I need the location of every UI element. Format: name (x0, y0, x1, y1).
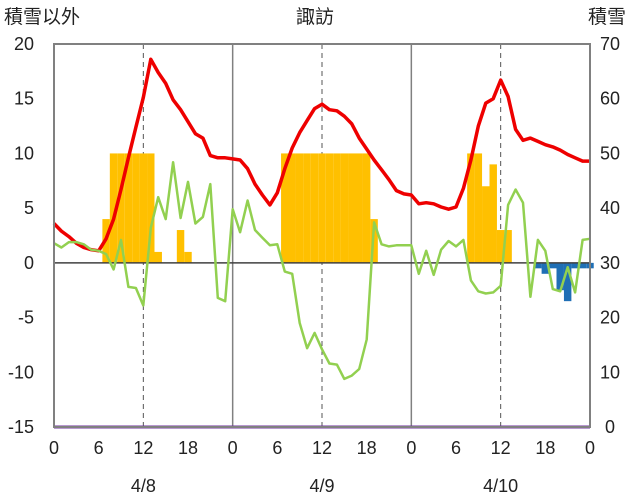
snow-depth-bar (556, 262, 564, 291)
precipitation-bar (303, 153, 311, 263)
snow-depth-bar (541, 262, 550, 274)
left-axis-title: 積雪以外 (4, 7, 81, 28)
x-tick-label: 0 (585, 438, 595, 458)
precipitation-bar (496, 230, 505, 263)
precipitation-bar (355, 153, 363, 263)
precipitation-bar (132, 153, 140, 263)
precipitation-bar (333, 153, 341, 263)
precipitation-bar (109, 153, 118, 263)
precipitation-bar (504, 230, 512, 263)
right-tick-label: 40 (600, 198, 620, 218)
precipitation-bar (474, 153, 483, 263)
precipitation-bar (489, 164, 497, 263)
right-tick-label: 50 (600, 143, 620, 163)
precipitation-bar (154, 251, 162, 263)
plot-frame (53, 43, 591, 428)
right-tick-label: 10 (600, 362, 620, 382)
precipitation-bar (325, 153, 334, 263)
left-tick-label: -15 (8, 417, 34, 437)
x-tick-label: 0 (49, 438, 59, 458)
x-tick-label: 6 (94, 438, 104, 458)
right-axis-title: 積雪 (588, 7, 627, 28)
snow-depth-bar (534, 262, 542, 269)
precipitation-bar (348, 153, 356, 263)
day-label: 4/10 (483, 476, 518, 496)
right-tick-label: 60 (600, 89, 620, 109)
precipitation-bar (482, 186, 490, 263)
precipitation-bar (288, 153, 296, 263)
left-tick-label: 10 (14, 143, 34, 163)
x-tick-label: 18 (178, 438, 198, 458)
snow-depth-bar (571, 262, 579, 269)
x-tick-label: 18 (535, 438, 555, 458)
precipitation-bar (184, 251, 192, 263)
precipitation-bar (295, 153, 304, 263)
snow-depth-bar (563, 262, 572, 302)
precipitation-bar (310, 153, 319, 263)
left-tick-label: 15 (14, 89, 34, 109)
wind-line (53, 160, 591, 381)
left-tick-label: 5 (24, 198, 34, 218)
x-tick-label: 6 (451, 438, 461, 458)
temperature-line (52, 57, 590, 253)
snow-depth-bar (549, 262, 557, 269)
station-title: 諏訪 (296, 7, 335, 28)
left-tick-label: 0 (24, 253, 34, 273)
left-tick-label: 20 (14, 34, 34, 54)
left-tick-label: -10 (8, 362, 34, 382)
right-tick-label: 20 (600, 308, 620, 328)
x-tick-label: 0 (228, 438, 238, 458)
precipitation-bar (139, 153, 148, 263)
precipitation-bar (340, 153, 349, 263)
right-tick-label: 70 (600, 34, 620, 54)
x-tick-label: 12 (491, 438, 511, 458)
day-label: 4/9 (309, 476, 334, 496)
precipitation-bar (117, 153, 125, 263)
x-tick-label: 0 (406, 438, 416, 458)
precipitation-bar (176, 230, 185, 263)
snow-depth-bar (578, 262, 587, 269)
day-label: 4/8 (131, 476, 156, 496)
right-tick-label: 30 (600, 253, 620, 273)
x-tick-label: 18 (357, 438, 377, 458)
precipitation-bar (318, 153, 326, 263)
x-tick-label: 12 (133, 438, 153, 458)
x-tick-label: 12 (312, 438, 332, 458)
precipitation-bar (362, 153, 371, 263)
precipitation-bar (124, 153, 133, 263)
left-tick-label: -5 (18, 308, 34, 328)
x-tick-label: 6 (272, 438, 282, 458)
precipitation-bar (147, 153, 155, 263)
precipitation-bar (281, 153, 289, 263)
precipitation-bar (467, 153, 475, 263)
right-tick-label: 0 (605, 417, 615, 437)
